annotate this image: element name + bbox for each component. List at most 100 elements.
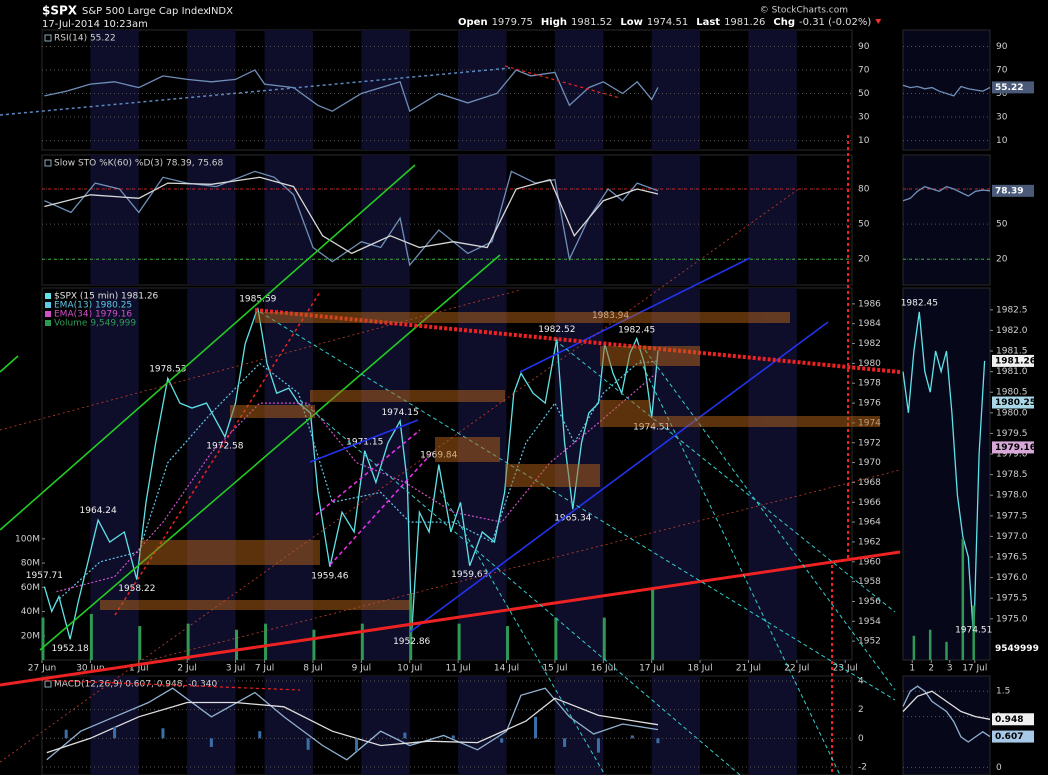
panel-background — [902, 287, 991, 661]
y-tick-label: 1981.0 — [996, 367, 1028, 377]
y-tick-label: 1978.0 — [996, 491, 1028, 501]
y-tick-label: 20 — [858, 255, 870, 265]
histogram-bar — [355, 738, 359, 752]
zone — [600, 400, 650, 418]
y-tick-label: 1975.0 — [996, 614, 1028, 624]
x-tick-label: 3 — [947, 664, 953, 674]
value-box — [992, 730, 1034, 743]
value-box-label: 1981.26 — [995, 356, 1036, 366]
volume-bar — [312, 629, 316, 660]
y-tick-label: 1978.5 — [996, 470, 1028, 480]
quote-value: 1981.52 — [571, 17, 612, 28]
session-shade — [651, 676, 701, 775]
value-box-label: 0.607 — [995, 732, 1023, 742]
volume-bar — [235, 629, 239, 660]
histogram-bar — [161, 728, 165, 739]
trendline — [315, 429, 421, 516]
trendline — [309, 419, 419, 463]
y-tick-label: 1982.0 — [996, 326, 1028, 336]
series-line — [902, 685, 991, 743]
price-annotation: 1982.45 — [618, 326, 655, 336]
zones — [100, 312, 880, 610]
session-shade — [748, 288, 797, 660]
y-tick-label: 1979.5 — [996, 429, 1028, 439]
panel-background — [41, 29, 853, 151]
session-shade — [458, 288, 507, 660]
session-shade — [458, 676, 507, 775]
value-box-label: 78.39 — [995, 186, 1023, 196]
volume-bar — [602, 617, 606, 660]
volume-bar — [505, 626, 509, 660]
y-tick-label: 4 — [858, 677, 864, 687]
histogram-bar — [209, 738, 213, 747]
session-shade — [361, 30, 410, 150]
series-line — [44, 69, 659, 113]
x-tick-label: 18 Jul — [687, 664, 712, 674]
zone — [600, 416, 880, 427]
value-box-label: 9549999 — [995, 644, 1039, 654]
zone — [140, 540, 320, 565]
volume-bar — [89, 613, 93, 660]
session-shade — [361, 676, 410, 775]
legend-icon — [44, 680, 52, 688]
x-tick-label: 3 Jul — [226, 664, 245, 674]
trendline — [0, 355, 19, 373]
y-tick-label: 1978 — [858, 379, 881, 389]
value-box — [992, 396, 1034, 409]
volume-bar — [138, 626, 142, 660]
price-annotation: 1952.18 — [51, 644, 88, 654]
y-tick-label: 1.5 — [996, 687, 1010, 697]
y-tick-label: 1976.5 — [996, 553, 1028, 563]
zone — [505, 464, 600, 487]
y-tick-label: 1986 — [858, 299, 881, 309]
x-tick-label: 11 Jul — [446, 664, 471, 674]
legend-icon — [44, 159, 52, 167]
series-line — [44, 170, 659, 267]
x-tick-label: 7 Jul — [255, 664, 274, 674]
trendline — [39, 679, 301, 691]
x-tick-label: 30 Jun — [76, 664, 104, 674]
y-tick-label: 1966 — [858, 498, 881, 508]
volume-bar — [651, 587, 655, 660]
quote-label: Open — [458, 17, 488, 28]
trendline — [439, 489, 606, 775]
y-tick-label: 30 — [858, 113, 870, 123]
value-box-label: 1979.16 — [995, 443, 1036, 453]
zone — [435, 437, 500, 462]
y-tick-label: 1952 — [858, 637, 881, 647]
legend-entry: EMA(13) 1980.25 — [54, 301, 132, 311]
volume-bar — [972, 605, 975, 660]
series-line — [43, 307, 659, 640]
x-tick-label: 1 — [909, 664, 915, 674]
value-box — [992, 354, 1034, 367]
panel-title: MACD(12,26,9) 0.607, 0.948, -0.340 — [54, 680, 217, 690]
histogram-bar — [258, 731, 262, 739]
legend-entry: $SPX (15 min) 1981.26 — [54, 292, 159, 302]
value-box — [992, 81, 1034, 94]
y-tick-label: 1964 — [858, 518, 881, 528]
session-shade — [187, 30, 236, 150]
trendline — [0, 550, 901, 687]
trendline — [259, 311, 896, 701]
trendline — [114, 291, 321, 616]
y-tick-label: 50 — [996, 89, 1008, 99]
zone — [230, 405, 315, 418]
price-annotation: 1959.63 — [451, 570, 488, 580]
trendline — [554, 339, 896, 613]
panel-title: RSI(14) 55.22 — [54, 34, 116, 44]
symbol: $SPX — [42, 4, 78, 18]
value-box — [992, 713, 1034, 726]
y-tick-label: 70 — [996, 66, 1008, 76]
y-tick-label: 1980 — [858, 359, 881, 369]
x-tick-label: 1 Jul — [129, 664, 148, 674]
y-tick-label: 1956 — [858, 597, 881, 607]
x-tick-label: 14 Jul — [494, 664, 519, 674]
y-tick-label: 50 — [858, 89, 870, 99]
y2-tick-label: 60M — [21, 583, 40, 593]
session-shade — [748, 676, 797, 775]
trendline — [299, 399, 741, 775]
y-tick-label: 10 — [996, 136, 1008, 146]
histogram-bar — [113, 726, 117, 739]
panel-background — [902, 154, 991, 286]
